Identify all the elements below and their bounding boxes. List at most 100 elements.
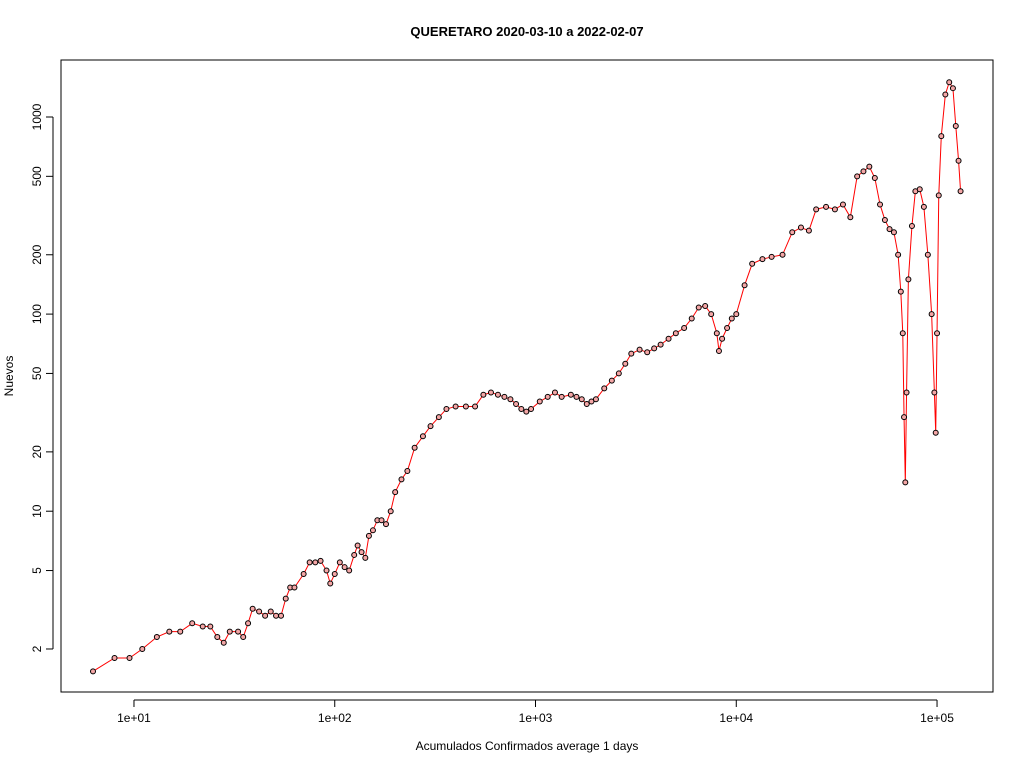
- data-point: [728, 315, 735, 322]
- data-point: [901, 414, 908, 421]
- y-tick-label: 100: [30, 304, 44, 324]
- data-point: [365, 532, 372, 539]
- data-point: [931, 389, 938, 396]
- data-point: [934, 330, 941, 337]
- data-point: [354, 542, 361, 549]
- data-point: [741, 282, 748, 289]
- data-point: [573, 393, 580, 400]
- data-point: [544, 393, 551, 400]
- data-point: [177, 628, 184, 635]
- data-point: [336, 559, 343, 566]
- data-point: [847, 214, 854, 221]
- data-point: [779, 251, 786, 258]
- y-tick-label: 50: [30, 366, 44, 380]
- y-tick-label: 2: [30, 645, 44, 652]
- x-tick-label: 1e+01: [117, 711, 151, 725]
- data-point: [759, 256, 766, 263]
- data-point: [189, 620, 196, 627]
- data-point: [823, 203, 830, 210]
- data-point: [306, 559, 313, 566]
- data-point: [897, 288, 904, 295]
- data-point: [358, 549, 365, 556]
- y-tick-label: 1000: [30, 103, 44, 130]
- data-point: [323, 567, 330, 574]
- data-point: [513, 400, 520, 407]
- y-tick-label: 500: [30, 166, 44, 186]
- data-point: [899, 330, 906, 337]
- data-point: [957, 188, 964, 195]
- data-point: [378, 517, 385, 524]
- data-point: [920, 203, 927, 210]
- data-point: [592, 396, 599, 403]
- data-point: [681, 325, 688, 332]
- data-point: [881, 217, 888, 224]
- data-point: [341, 564, 348, 571]
- data-point: [419, 433, 426, 440]
- data-point: [955, 157, 962, 164]
- x-tick-label: 1e+02: [318, 711, 352, 725]
- data-point: [839, 201, 846, 208]
- data-point: [220, 639, 227, 646]
- plot-frame: [60, 59, 994, 693]
- data-point: [908, 222, 915, 229]
- data-point: [949, 85, 956, 92]
- x-tick-label: 1e+03: [519, 711, 553, 725]
- data-point: [695, 304, 702, 311]
- data-point: [207, 623, 214, 630]
- data-point: [628, 350, 635, 357]
- data-point: [387, 508, 394, 515]
- data-point: [166, 628, 173, 635]
- data-point: [262, 612, 269, 619]
- data-point: [300, 571, 307, 578]
- data-point: [111, 655, 118, 662]
- x-tick-label: 1e+04: [719, 711, 753, 725]
- y-tick-label: 20: [30, 445, 44, 459]
- data-point: [472, 403, 479, 410]
- data-point: [665, 335, 672, 342]
- data-point: [273, 612, 280, 619]
- data-point: [382, 521, 389, 528]
- data-point: [877, 201, 884, 208]
- data-point: [942, 91, 949, 98]
- data-point: [90, 668, 97, 675]
- data-point: [578, 396, 585, 403]
- data-point: [249, 605, 256, 612]
- data-point: [214, 634, 221, 641]
- data-point: [651, 345, 658, 352]
- data-point: [435, 414, 442, 421]
- data-point: [854, 173, 861, 180]
- data-point: [644, 349, 651, 356]
- data-point: [890, 229, 897, 236]
- data-point: [411, 444, 418, 451]
- data-point: [398, 476, 405, 483]
- data-point: [351, 551, 358, 558]
- data-point: [903, 389, 910, 396]
- data-point: [902, 479, 909, 486]
- data-point: [608, 377, 615, 384]
- data-point: [452, 403, 459, 410]
- data-point: [749, 260, 756, 267]
- y-tick-label: 5: [30, 567, 44, 574]
- data-point: [226, 628, 233, 635]
- data-point: [905, 276, 912, 283]
- data-point: [240, 634, 247, 641]
- data-point: [327, 580, 334, 587]
- data-point: [462, 403, 469, 410]
- data-point: [392, 489, 399, 496]
- data-point: [427, 423, 434, 430]
- data-point: [924, 251, 931, 258]
- data-point: [938, 133, 945, 140]
- data-point: [708, 311, 715, 318]
- data-point: [946, 79, 953, 86]
- data-point: [797, 224, 804, 231]
- data-point: [317, 557, 324, 564]
- data-point: [916, 186, 923, 193]
- data-point: [443, 406, 450, 413]
- data-point: [657, 341, 664, 348]
- data-point: [952, 123, 959, 130]
- data-point: [719, 335, 726, 342]
- data-point: [346, 567, 353, 574]
- data-point: [928, 311, 935, 318]
- data-point: [267, 608, 274, 615]
